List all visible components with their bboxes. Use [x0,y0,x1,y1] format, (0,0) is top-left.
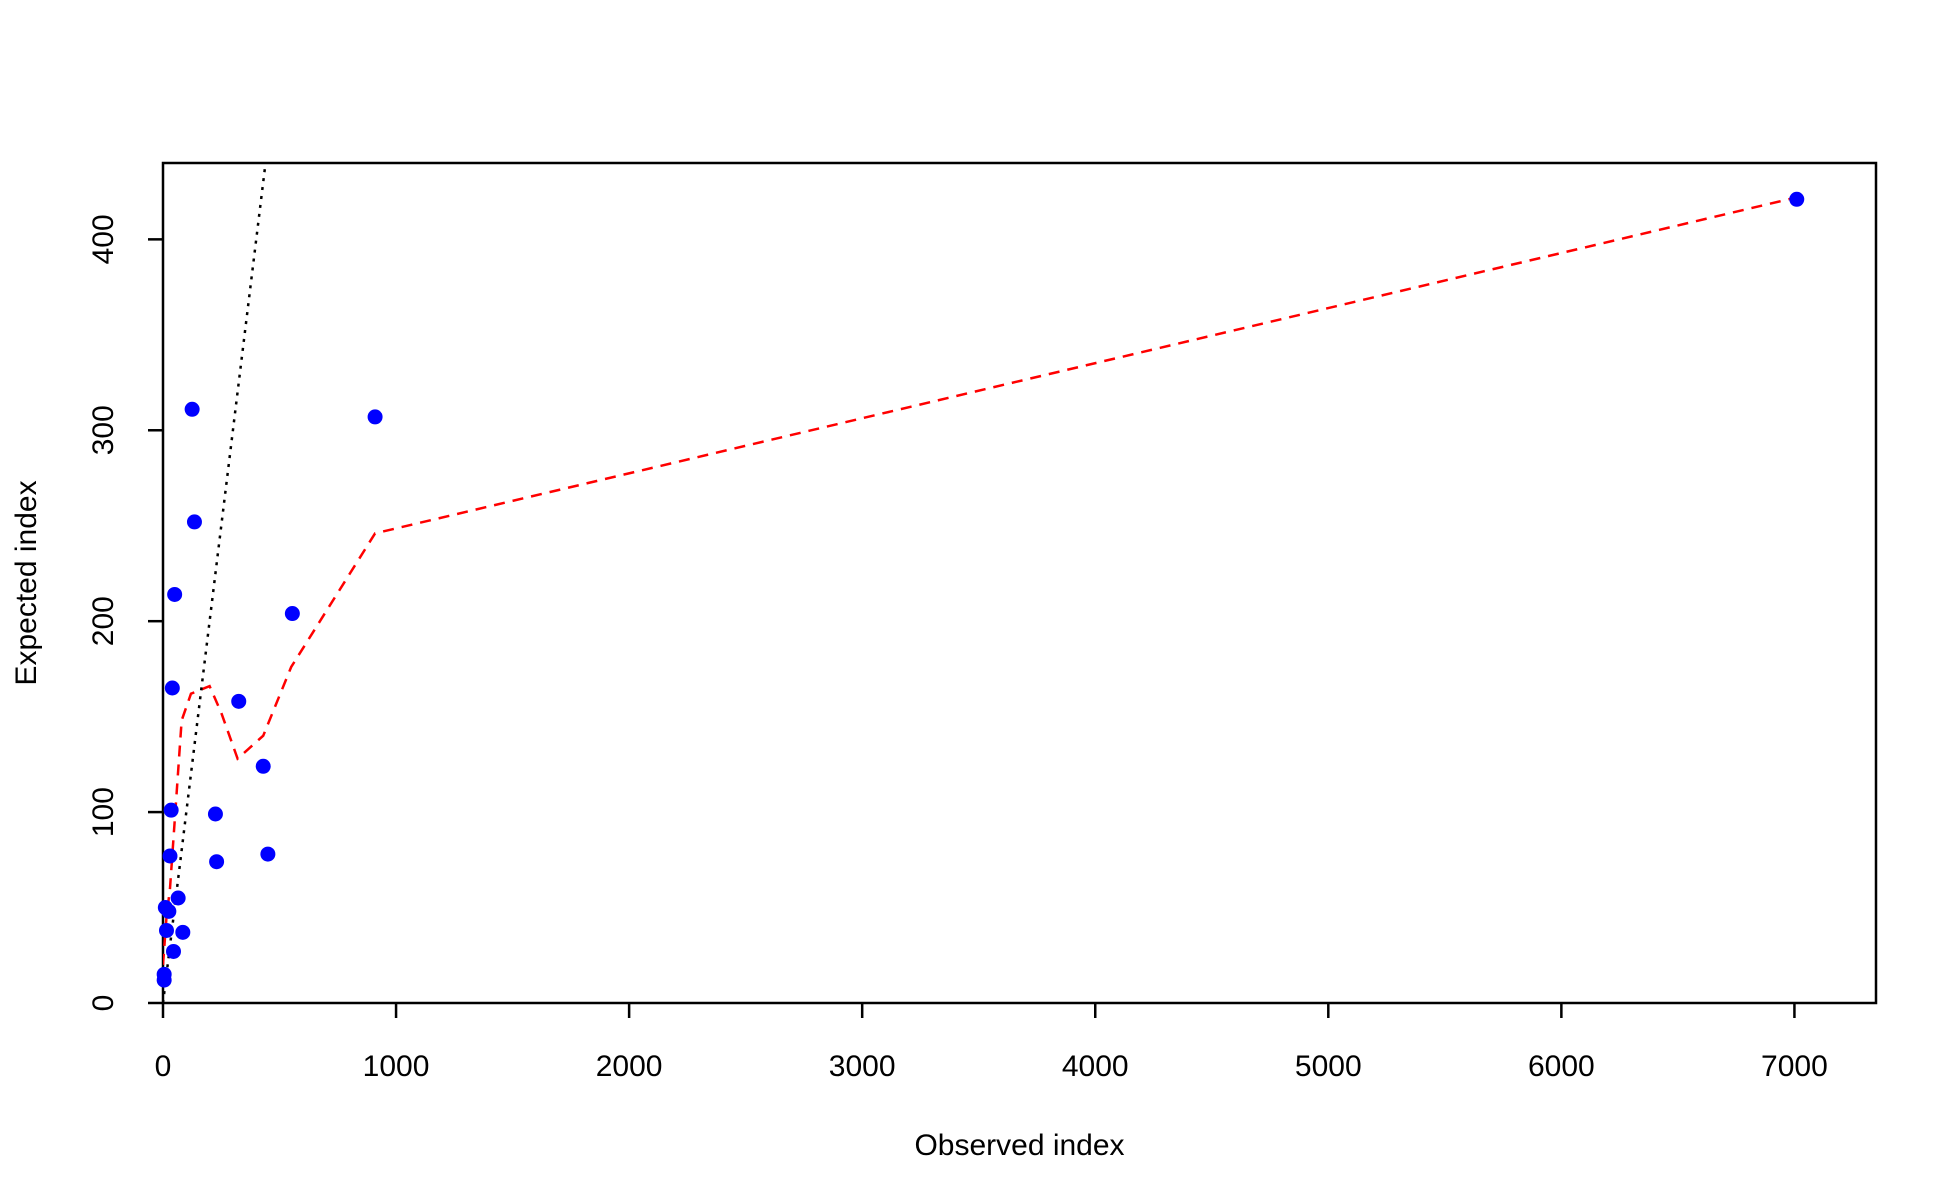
data-point [170,890,186,906]
y-axis-title: Expected index [10,480,43,685]
data-point [156,966,172,982]
data-point [158,922,174,938]
plot-frame [161,161,1878,1005]
x-tick-label: 2000 [596,1050,663,1083]
data-point [165,943,181,959]
data-point [161,903,177,919]
smooth-line [163,196,1798,965]
data-point [207,806,223,822]
y-axis: 0 100 200 300 400 [87,214,163,1011]
x-tick-label: 3000 [829,1050,896,1083]
x-tick-label: 4000 [1062,1050,1129,1083]
x-tick-label: 6000 [1528,1050,1595,1083]
x-tick-label: 1000 [363,1050,430,1083]
x-tick-label: 0 [155,1050,172,1083]
data-point [284,606,300,622]
data-point [209,854,225,870]
points-layer [156,191,1805,988]
y-tick-label: 0 [87,995,120,1012]
y-tick-label: 300 [87,405,120,455]
y-tick-label: 200 [87,596,120,646]
x-axis: 0 1000 2000 3000 4000 5000 6000 7000 [155,1003,1828,1083]
reference-line [163,163,267,1003]
data-point [260,846,276,862]
data-point [167,586,183,602]
data-point [175,924,191,940]
data-point [231,693,247,709]
x-tick-label: 5000 [1295,1050,1362,1083]
data-point [186,514,202,530]
x-axis-title: Observed index [914,1129,1124,1162]
smooth-line-layer [163,196,1798,965]
reference-line-layer [163,163,267,1003]
data-point [163,802,179,818]
data-point [367,409,383,425]
data-point [164,680,180,696]
data-point [184,401,200,417]
data-point [255,758,271,774]
y-tick-label: 100 [87,787,120,837]
x-tick-label: 7000 [1761,1050,1828,1083]
data-point [162,848,178,864]
y-tick-label: 400 [87,214,120,264]
data-point [1789,191,1805,207]
